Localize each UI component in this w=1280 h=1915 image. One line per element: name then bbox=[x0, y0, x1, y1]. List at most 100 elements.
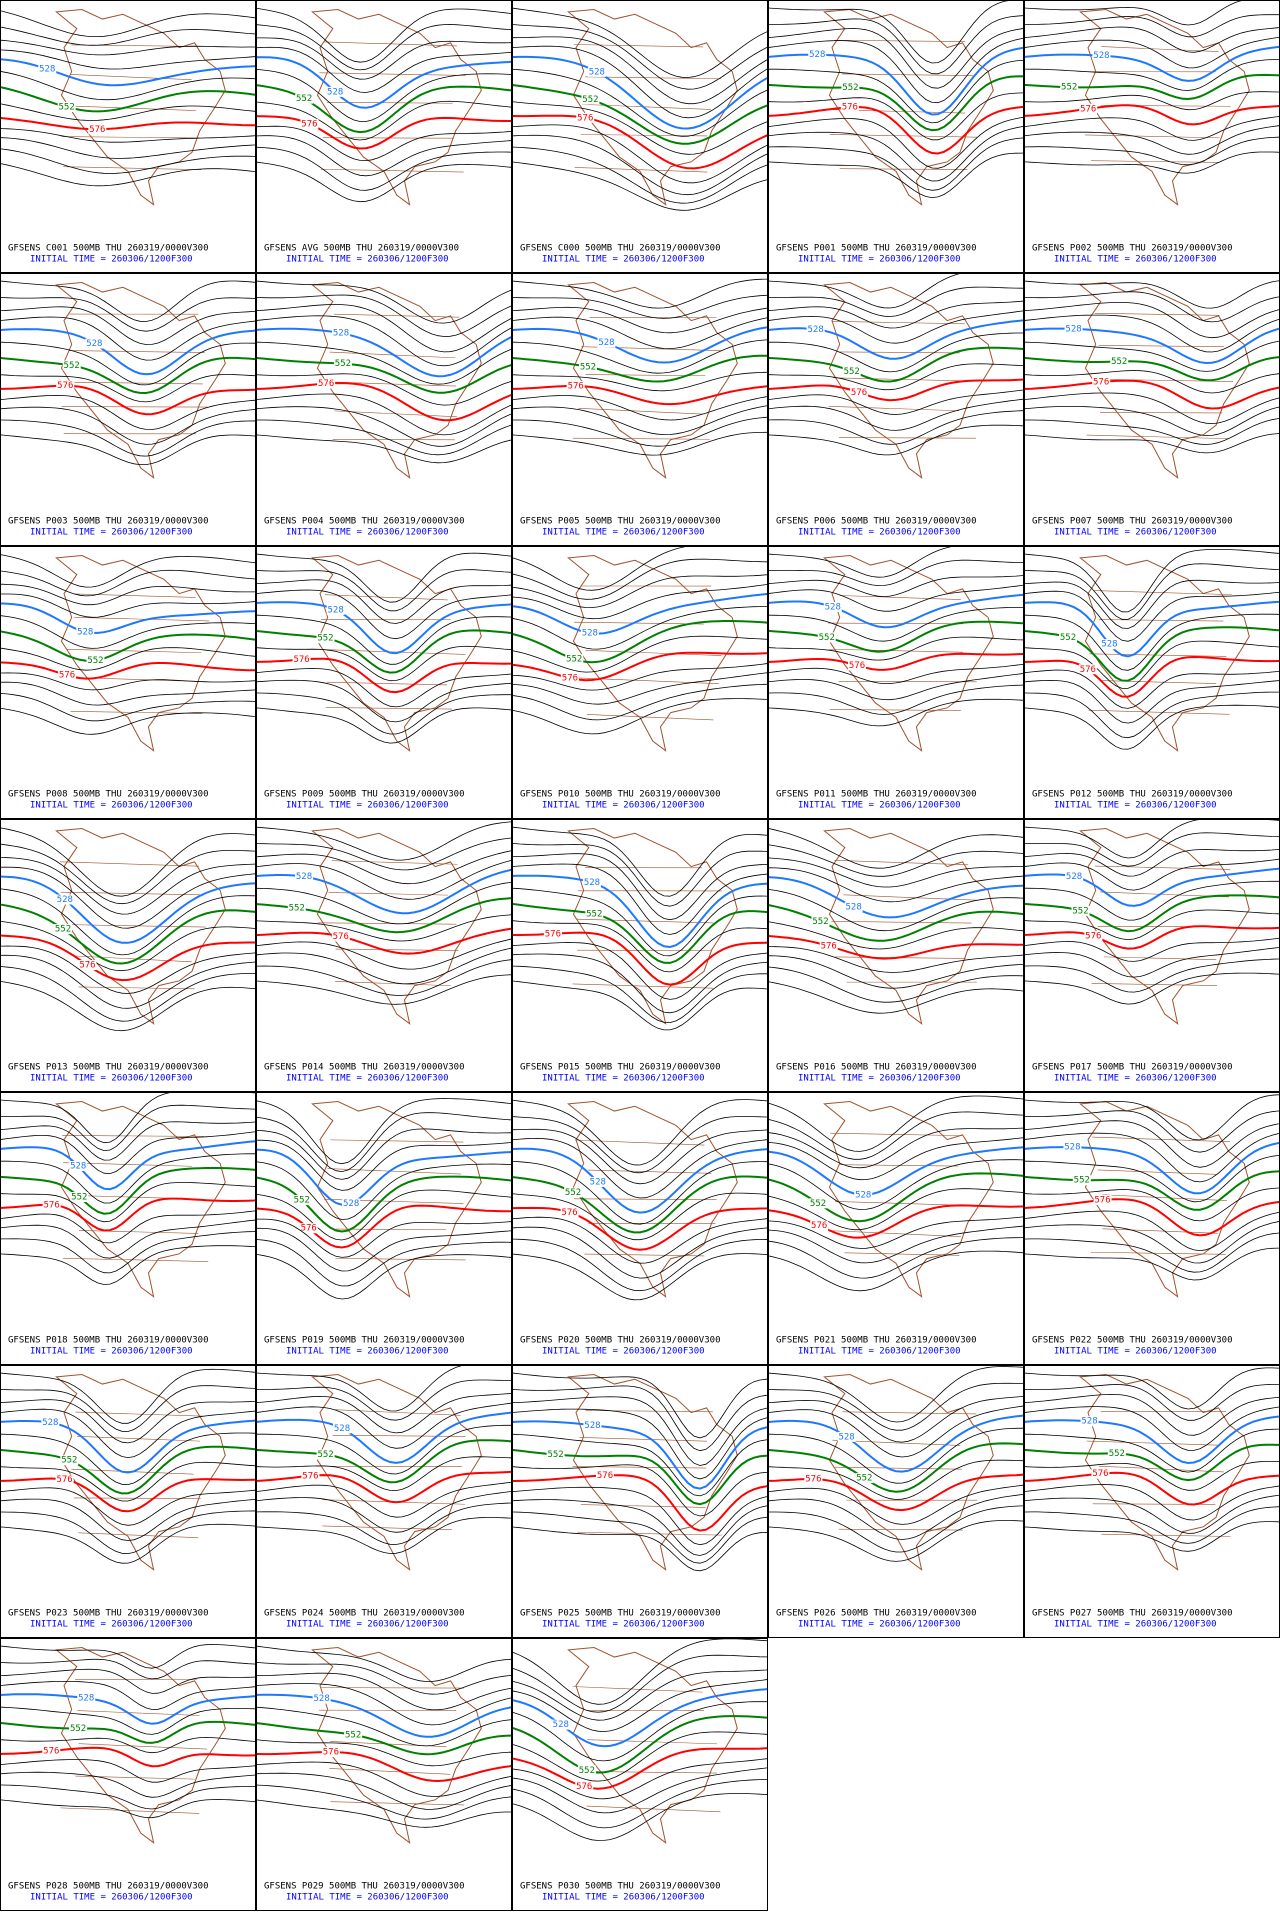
contour-label: 576 bbox=[1093, 378, 1109, 388]
panel-frame bbox=[513, 820, 768, 1092]
contour-label: 528 bbox=[327, 87, 343, 97]
panel-title: GFSENS P001 500MB THU 260319/0000V300 bbox=[776, 244, 976, 254]
initial-time: INITIAL TIME = 260306/1200F300 bbox=[286, 255, 449, 265]
panel-title: GFSENS P022 500MB THU 260319/0000V300 bbox=[1032, 1336, 1232, 1346]
contour-label: 528 bbox=[584, 878, 600, 888]
contour-label: 528 bbox=[584, 1421, 600, 1431]
contour-label: 552 bbox=[345, 1730, 361, 1740]
initial-time: INITIAL TIME = 260306/1200F300 bbox=[542, 528, 705, 538]
contour-label: 576 bbox=[1094, 1196, 1110, 1206]
contour-label: 552 bbox=[582, 95, 598, 105]
panel-title: GFSENS P016 500MB THU 260319/0000V300 bbox=[776, 1063, 976, 1073]
contour-label: 576 bbox=[561, 1208, 577, 1218]
contour-label: 576 bbox=[302, 1471, 318, 1481]
panel-title: GFSENS P011 500MB THU 260319/0000V300 bbox=[776, 790, 976, 800]
initial-time: INITIAL TIME = 260306/1200F300 bbox=[542, 1074, 705, 1084]
contour-label: 576 bbox=[1092, 1469, 1108, 1479]
panel-title: GFSENS P027 500MB THU 260319/0000V300 bbox=[1032, 1609, 1232, 1619]
panel-title: GFSENS P028 500MB THU 260319/0000V300 bbox=[8, 1882, 208, 1892]
contour-label: 528 bbox=[589, 67, 605, 77]
panel-frame bbox=[1025, 820, 1280, 1092]
contour-label: 576 bbox=[89, 125, 105, 135]
panel-frame bbox=[513, 1366, 768, 1638]
initial-time: INITIAL TIME = 260306/1200F300 bbox=[30, 528, 193, 538]
contour-label: 528 bbox=[39, 65, 55, 75]
contour-label: 552 bbox=[1111, 357, 1127, 367]
contour-label: 576 bbox=[57, 381, 73, 391]
contour-label: 576 bbox=[562, 674, 578, 684]
initial-time: INITIAL TIME = 260306/1200F300 bbox=[542, 1893, 705, 1903]
contour-label: 576 bbox=[849, 661, 865, 671]
initial-time: INITIAL TIME = 260306/1200F300 bbox=[286, 1347, 449, 1357]
panel-title: GFSENS P029 500MB THU 260319/0000V300 bbox=[264, 1882, 464, 1892]
contour-label: 528 bbox=[78, 1694, 94, 1704]
panel-frame bbox=[769, 820, 1024, 1092]
contour-label: 552 bbox=[317, 1450, 333, 1460]
panel-title: GFSENS P024 500MB THU 260319/0000V300 bbox=[264, 1609, 464, 1619]
panel-title: GFSENS P003 500MB THU 260319/0000V300 bbox=[8, 517, 208, 527]
initial-time: INITIAL TIME = 260306/1200F300 bbox=[30, 255, 193, 265]
contour-label: 552 bbox=[565, 1188, 581, 1198]
initial-time: INITIAL TIME = 260306/1200F300 bbox=[30, 1620, 193, 1630]
panel-frame bbox=[513, 1, 768, 273]
contour-label: 552 bbox=[812, 917, 828, 927]
contour-label: 576 bbox=[301, 119, 317, 129]
panel-frame bbox=[1025, 1366, 1280, 1638]
panel-title: GFSENS P023 500MB THU 260319/0000V300 bbox=[8, 1609, 208, 1619]
panel-frame bbox=[1, 820, 256, 1092]
panel-frame bbox=[1, 1, 256, 273]
initial-time: INITIAL TIME = 260306/1200F300 bbox=[30, 801, 193, 811]
contour-label: 552 bbox=[335, 359, 351, 369]
panel-frame bbox=[769, 1, 1024, 273]
panel-title: GFSENS P026 500MB THU 260319/0000V300 bbox=[776, 1609, 976, 1619]
contour-label: 552 bbox=[71, 1193, 87, 1203]
contour-label: 576 bbox=[323, 1748, 339, 1758]
contour-label: 528 bbox=[598, 338, 614, 348]
contour-label: 552 bbox=[294, 1196, 310, 1206]
initial-time: INITIAL TIME = 260306/1200F300 bbox=[1054, 1347, 1217, 1357]
panel-frame bbox=[1025, 547, 1280, 819]
contour-label: 576 bbox=[333, 932, 349, 942]
contour-label: 552 bbox=[64, 361, 80, 371]
panel-frame bbox=[257, 547, 512, 819]
contour-label: 528 bbox=[42, 1418, 58, 1428]
panel-title: GFSENS P005 500MB THU 260319/0000V300 bbox=[520, 517, 720, 527]
contour-label: 552 bbox=[819, 633, 835, 643]
contour-label: 528 bbox=[333, 329, 349, 339]
panel-title: GFSENS P009 500MB THU 260319/0000V300 bbox=[264, 790, 464, 800]
panel-title: GFSENS P020 500MB THU 260319/0000V300 bbox=[520, 1336, 720, 1346]
contour-label: 576 bbox=[1080, 104, 1096, 114]
initial-time: INITIAL TIME = 260306/1200F300 bbox=[1054, 255, 1217, 265]
contour-label: 528 bbox=[334, 1424, 350, 1434]
contour-label: 552 bbox=[856, 1474, 872, 1484]
initial-time: INITIAL TIME = 260306/1200F300 bbox=[286, 528, 449, 538]
panel-title: GFSENS P006 500MB THU 260319/0000V300 bbox=[776, 517, 976, 527]
initial-time: INITIAL TIME = 260306/1200F300 bbox=[542, 1620, 705, 1630]
initial-time: INITIAL TIME = 260306/1200F300 bbox=[798, 801, 961, 811]
contour-label: 528 bbox=[1093, 51, 1109, 61]
panel-title: GFSENS P019 500MB THU 260319/0000V300 bbox=[264, 1336, 464, 1346]
initial-time: INITIAL TIME = 260306/1200F300 bbox=[798, 1620, 961, 1630]
initial-time: INITIAL TIME = 260306/1200F300 bbox=[286, 1074, 449, 1084]
contour-label: 552 bbox=[296, 94, 312, 104]
contour-label: 576 bbox=[43, 1746, 59, 1756]
